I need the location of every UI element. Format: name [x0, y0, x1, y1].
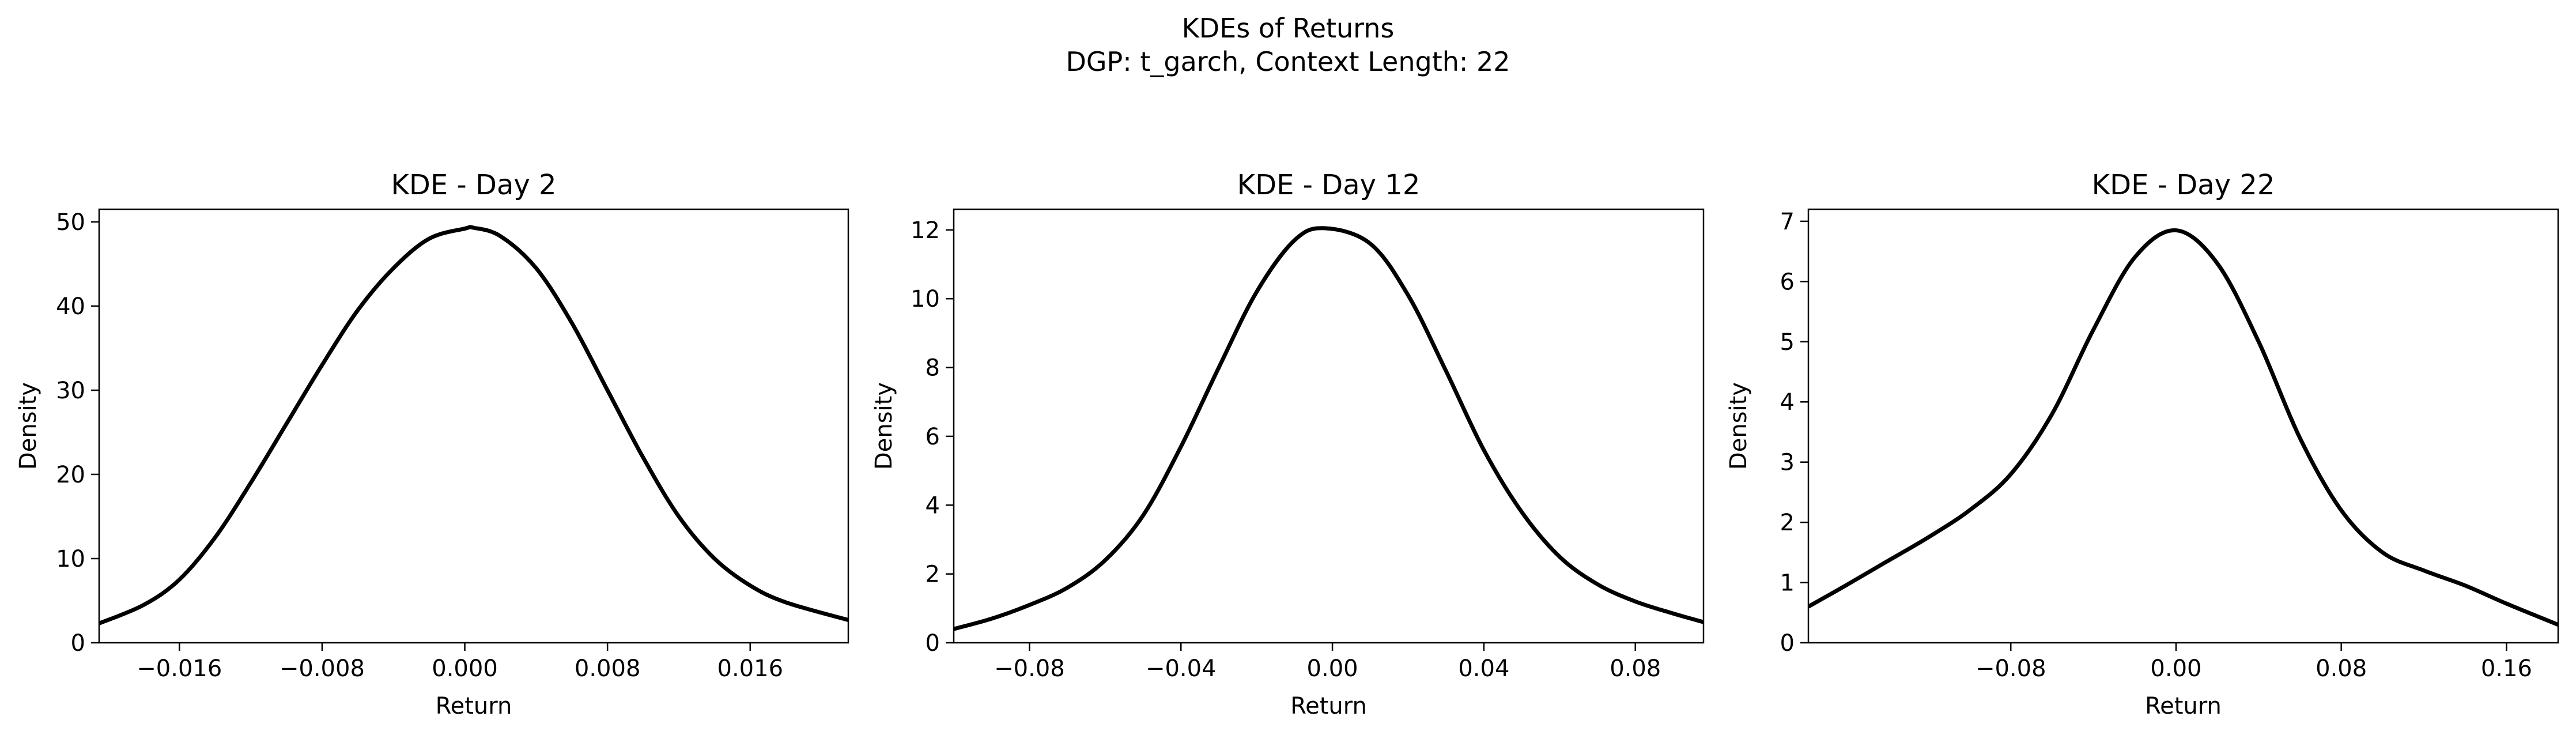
y-tick-label: 3: [1780, 450, 1795, 476]
y-tick-label: 0: [71, 630, 85, 657]
x-tick-label: 0.00: [2150, 655, 2201, 682]
kde-curve: [954, 226, 1704, 631]
y-axis-label: Density: [871, 382, 897, 470]
kde-curve: [99, 225, 848, 625]
y-tick-label: 1: [1780, 570, 1795, 597]
x-tick-label: −0.016: [137, 655, 222, 682]
y-tick-label: 7: [1780, 209, 1795, 235]
panel-title: KDE - Day 2: [391, 169, 556, 201]
x-tick-label: −0.08: [994, 655, 1065, 682]
x-tick-label: 0.16: [2481, 655, 2532, 682]
x-axis-label: Return: [436, 693, 512, 719]
panel-title: KDE - Day 22: [2092, 169, 2275, 201]
x-tick-label: −0.08: [1976, 655, 2046, 682]
x-tick-label: 0.008: [575, 655, 641, 682]
y-tick-label: 0: [926, 630, 940, 657]
kde-panel-1: −0.016 −0.008 0.000 0.008 0.016 0 10 20 30 40 50 KD…: [15, 169, 849, 719]
x-tick-label: 0.08: [2316, 655, 2367, 682]
y-axis-label: Density: [15, 382, 41, 470]
panel-title: KDE - Day 12: [1237, 169, 1421, 201]
kde-panel-2: −0.08 −0.04 0.00 0.04 0.08 0 2 4 6 8 10 12 KDE - Day…: [871, 169, 1705, 719]
y-tick-label: 5: [1780, 329, 1795, 356]
y-tick-label: 10: [911, 286, 940, 312]
plot-frame: [98, 208, 849, 644]
plot-frame: [1807, 208, 2559, 644]
y-tick-label: 4: [926, 492, 940, 519]
y-tick-label: 6: [926, 424, 940, 450]
y-tick-label: 8: [926, 355, 940, 382]
x-tick-label: −0.008: [279, 655, 365, 682]
x-tick-label: −0.04: [1146, 655, 1217, 682]
x-axis-label: Return: [2145, 693, 2222, 719]
y-tick-label: 2: [926, 561, 940, 588]
x-tick-label: 0.08: [1610, 655, 1661, 682]
figure-subtitle: DGP: t_garch, Context Length: 22: [1066, 46, 1510, 77]
x-axis-label: Return: [1290, 693, 1367, 719]
x-tick-label: 0.016: [717, 655, 784, 682]
y-tick-label: 4: [1780, 389, 1795, 416]
y-tick-label: 40: [56, 293, 85, 320]
x-tick-label: 0.04: [1458, 655, 1509, 682]
y-axis-label: Density: [1725, 382, 1752, 470]
y-tick-label: 50: [56, 209, 85, 236]
figure-title: KDEs of Returns: [1181, 13, 1395, 44]
y-tick-label: 2: [1780, 510, 1795, 536]
kde-curve: [1808, 228, 2558, 627]
plot-frame: [953, 208, 1705, 644]
y-tick-label: 12: [911, 217, 940, 244]
y-tick-label: 0: [1780, 630, 1795, 657]
kde-panel-3: −0.08 0.00 0.08 0.16 0 1 2 3 4 5 6 7 KDE - Day 22 Ret…: [1725, 169, 2559, 719]
x-tick-label: 0.000: [432, 655, 498, 682]
y-tick-label: 20: [56, 462, 85, 488]
x-tick-label: 0.00: [1307, 655, 1358, 682]
y-tick-label: 30: [56, 378, 85, 404]
y-tick-label: 10: [56, 546, 85, 572]
y-tick-label: 6: [1780, 269, 1795, 295]
